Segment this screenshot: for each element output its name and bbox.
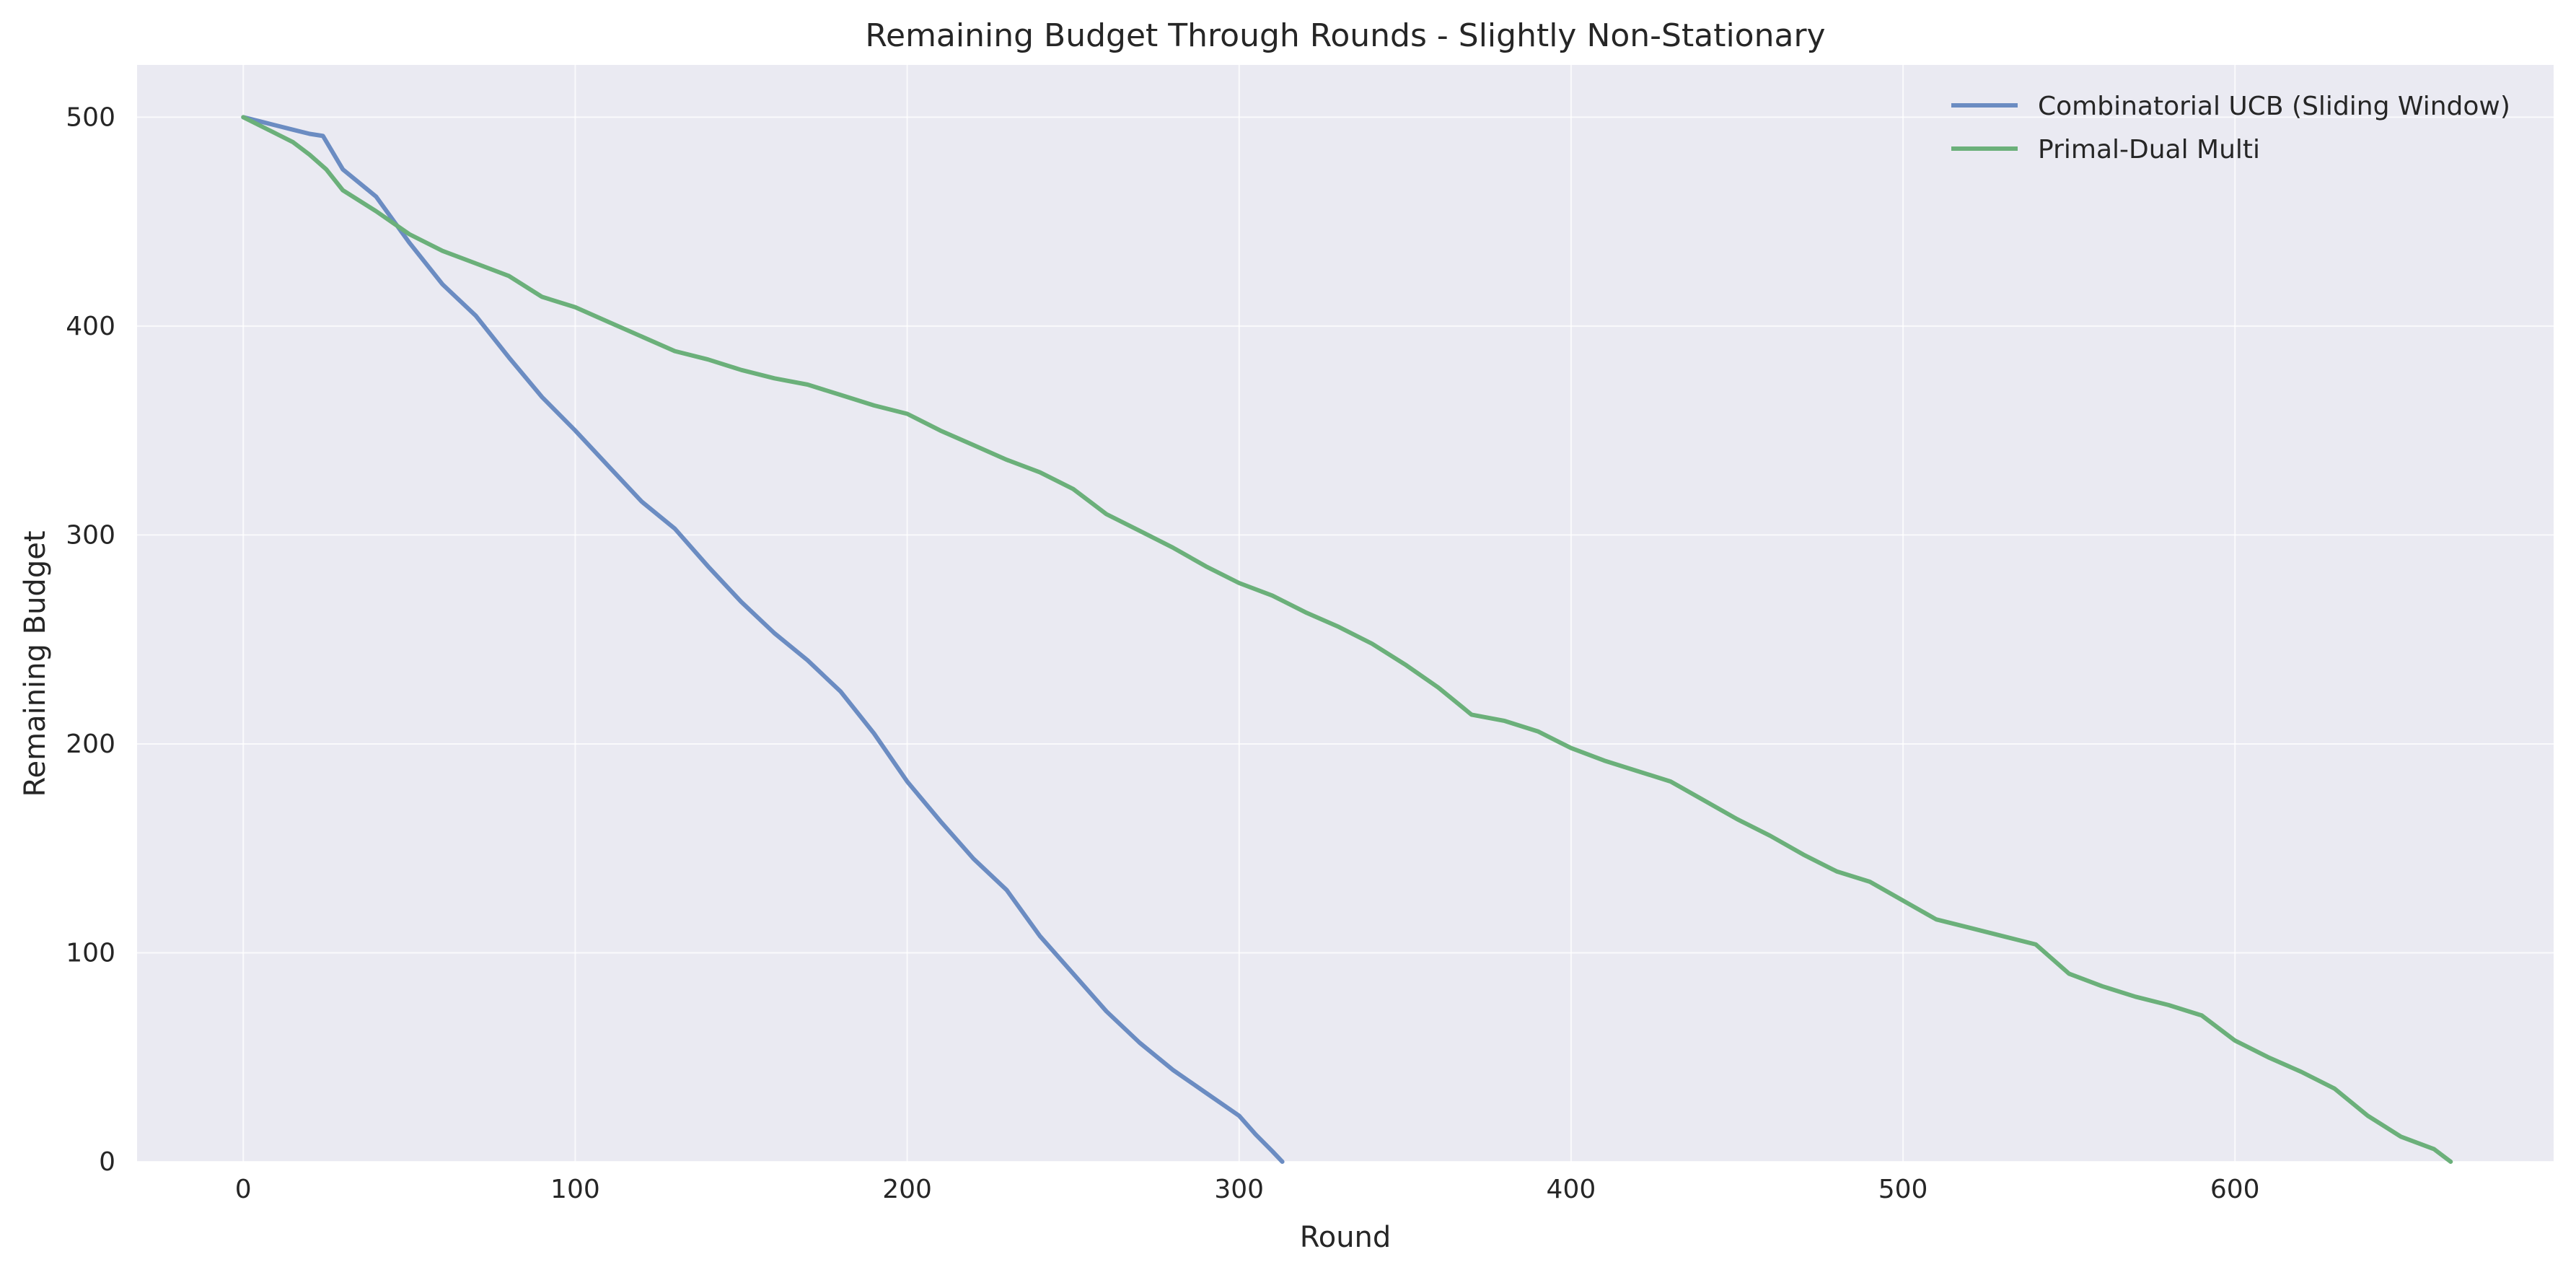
legend: Combinatorial UCB (Sliding Window) Primal…	[1951, 92, 2510, 165]
series-line-0	[241, 115, 1285, 1164]
series-layer	[241, 115, 2453, 1164]
x-axis-label: Round	[1300, 1221, 1392, 1254]
x-tick-label: 0	[235, 1175, 252, 1204]
y-axis-ticks: 0 100 200 300 400 500	[66, 102, 115, 1177]
grid	[137, 65, 2554, 1162]
y-axis-label: Remaining Budget	[19, 531, 52, 797]
x-tick-label: 100	[550, 1175, 600, 1204]
legend-label-1: Primal-Dual Multi	[2038, 135, 2260, 165]
x-tick-label: 500	[1878, 1175, 1928, 1204]
chart-title: Remaining Budget Through Rounds - Slight…	[865, 17, 1825, 54]
x-tick-label: 400	[1547, 1175, 1596, 1204]
x-tick-label: 200	[882, 1175, 932, 1204]
y-tick-label: 300	[66, 520, 115, 550]
x-tick-label: 300	[1214, 1175, 1264, 1204]
y-tick-label: 400	[66, 312, 115, 341]
y-tick-label: 0	[99, 1147, 115, 1177]
series-line-1	[241, 115, 2453, 1164]
legend-label-0: Combinatorial UCB (Sliding Window)	[2038, 92, 2510, 121]
plot-area	[137, 65, 2554, 1162]
x-axis-ticks: 0 100 200 300 400 500 600	[235, 1175, 2260, 1204]
y-tick-label: 100	[66, 938, 115, 968]
y-tick-label: 200	[66, 729, 115, 759]
x-tick-label: 600	[2210, 1175, 2260, 1204]
y-tick-label: 500	[66, 102, 115, 132]
